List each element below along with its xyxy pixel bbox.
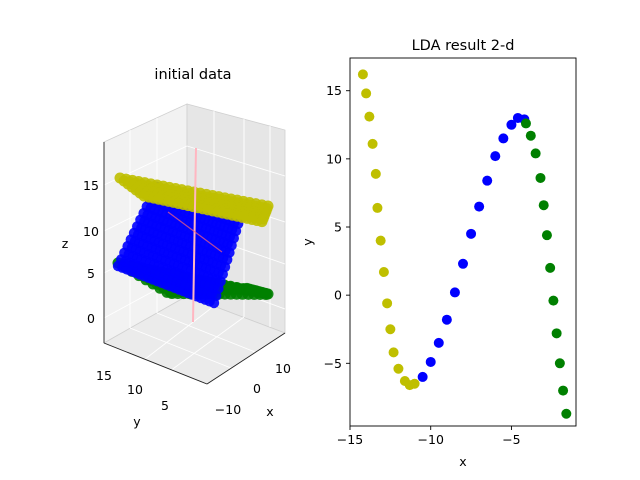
scatter-point-series-0 xyxy=(370,168,381,179)
x-tick-label: −5 xyxy=(502,432,520,447)
scatter-point-series-0 xyxy=(357,69,368,80)
y-tick-5: 5 xyxy=(161,398,169,413)
x-axis-label: x xyxy=(266,404,273,419)
scatter-point-series-0 xyxy=(382,298,393,309)
lda-y-axis-label: y xyxy=(300,238,315,246)
scatter-point-series-0 xyxy=(378,266,389,277)
scatter-point-series-1 xyxy=(449,287,460,298)
plot-area xyxy=(349,57,577,427)
y-axis-line xyxy=(103,342,208,385)
scatter-point-series-1 xyxy=(482,175,493,186)
y-tick-15: 15 xyxy=(96,368,112,383)
scatter-point-series-2 xyxy=(558,385,569,396)
yellow-series-point xyxy=(256,216,268,228)
projection-line-short xyxy=(167,211,223,253)
y-tick-label: 10 xyxy=(326,151,342,166)
y-tick-label: −5 xyxy=(324,356,342,371)
scatter-point-series-1 xyxy=(474,201,485,212)
x-tick-0: 0 xyxy=(253,381,261,396)
z-axis-label: z xyxy=(62,236,69,251)
x-tick-label: −15 xyxy=(337,432,363,447)
y-tick-label: 0 xyxy=(334,288,342,303)
scatter-3d-points xyxy=(112,172,274,309)
x-tick-label: −10 xyxy=(418,432,444,447)
y-tick-label: 5 xyxy=(334,220,342,235)
y-axis-label: y xyxy=(133,414,141,429)
scatter-point-series-0 xyxy=(393,363,404,374)
z-tick-0: 0 xyxy=(87,311,95,326)
scatter-point-series-1 xyxy=(506,119,517,130)
scatter-point-series-1 xyxy=(417,371,428,382)
scatter-point-series-2 xyxy=(525,130,536,141)
scatter-point-series-2 xyxy=(551,328,562,339)
scatter-point-series-1 xyxy=(498,133,509,144)
scatter-point-series-0 xyxy=(364,111,375,122)
initial-data-title: initial data xyxy=(154,67,231,83)
scatter-point-series-2 xyxy=(554,358,565,369)
scatter-point-series-1 xyxy=(490,151,501,162)
scatter-point-series-2 xyxy=(538,200,549,211)
z-tick-10: 10 xyxy=(83,224,99,239)
scatter-point-series-0 xyxy=(385,324,396,335)
scatter-point-series-2 xyxy=(561,408,572,419)
lda-title: LDA result 2-d xyxy=(412,38,515,54)
x-axis-line xyxy=(206,332,286,385)
scatter-point-series-2 xyxy=(548,295,559,306)
scatter-point-series-0 xyxy=(388,347,399,358)
x-tick-neg10: −10 xyxy=(215,402,241,417)
initial-data-3d-plot: initial data xyxy=(62,67,291,429)
scatter-point-series-0 xyxy=(372,202,383,213)
scatter-point-series-0 xyxy=(367,138,378,149)
green-series-point xyxy=(260,288,272,300)
scatter-point-series-1 xyxy=(466,228,477,239)
scatter-point-series-2 xyxy=(530,148,541,159)
scatter-point-series-1 xyxy=(425,356,436,367)
scatter-point-series-1 xyxy=(441,314,452,325)
scatter-point-series-1 xyxy=(458,258,468,269)
lda-result-plot: LDA result 2-d −15 −10 −5 −5 0 5 10 15 x y xyxy=(300,38,577,469)
scatter-point-series-1 xyxy=(433,337,444,348)
scatter-points xyxy=(357,69,572,419)
z-tick-15: 15 xyxy=(83,178,99,193)
lda-x-axis-label: x xyxy=(459,454,466,469)
y-tick-label: 15 xyxy=(326,83,342,98)
scatter-point-series-0 xyxy=(409,378,420,389)
z-tick-5: 5 xyxy=(87,266,95,281)
x-tick-10: 10 xyxy=(275,361,291,376)
projection-line xyxy=(192,147,197,323)
scatter-point-series-2 xyxy=(520,118,531,129)
y-tick-10: 10 xyxy=(127,382,143,397)
scatter-point-series-0 xyxy=(361,88,372,99)
scatter-point-series-2 xyxy=(535,172,546,183)
scatter-point-series-0 xyxy=(375,235,386,246)
scatter-point-series-2 xyxy=(545,262,556,273)
scatter-point-series-2 xyxy=(541,230,552,241)
axis-ticks: −15 −10 −5 −5 0 5 10 15 xyxy=(324,83,521,447)
